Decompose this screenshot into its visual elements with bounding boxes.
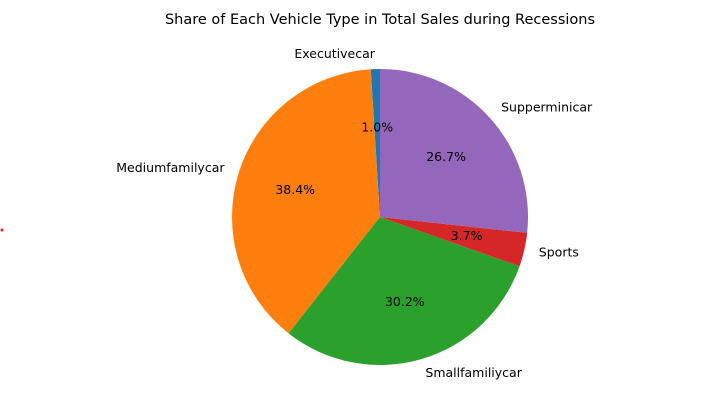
pie-labels: Executivecar 1.0% Mediumfamilycar 38.4% Smal… — [116, 46, 593, 380]
pie-slice-executivecar — [370, 69, 380, 217]
pct-label-sports: 3.7% — [451, 228, 483, 243]
pie-slice-mediumfamilycar — [232, 69, 380, 334]
pie-slice-supperminicar — [380, 69, 529, 233]
slice-label-smallfamiliycar: Smallfamiliycar — [425, 365, 522, 380]
chart-title: Share of Each Vehicle Type in Total Sale… — [165, 12, 595, 28]
pie-slice-smallfamiliycar — [288, 217, 520, 365]
slice-label-supperminicar: Supperminicar — [501, 100, 593, 115]
pct-label-smallfamiliycar: 30.2% — [385, 294, 425, 309]
slice-label-sports: Sports — [539, 245, 579, 260]
stray-marker-dot — [0, 228, 4, 232]
pie-slice-sports — [380, 217, 528, 267]
slice-label-mediumfamilycar: Mediumfamilycar — [116, 160, 225, 175]
pct-label-mediumfamilycar: 38.4% — [275, 182, 315, 197]
pct-label-executivecar: 1.0% — [361, 120, 393, 135]
pie-slices — [232, 69, 529, 365]
slice-label-executivecar: Executivecar — [294, 46, 375, 61]
pct-label-supperminicar: 26.7% — [426, 149, 466, 164]
